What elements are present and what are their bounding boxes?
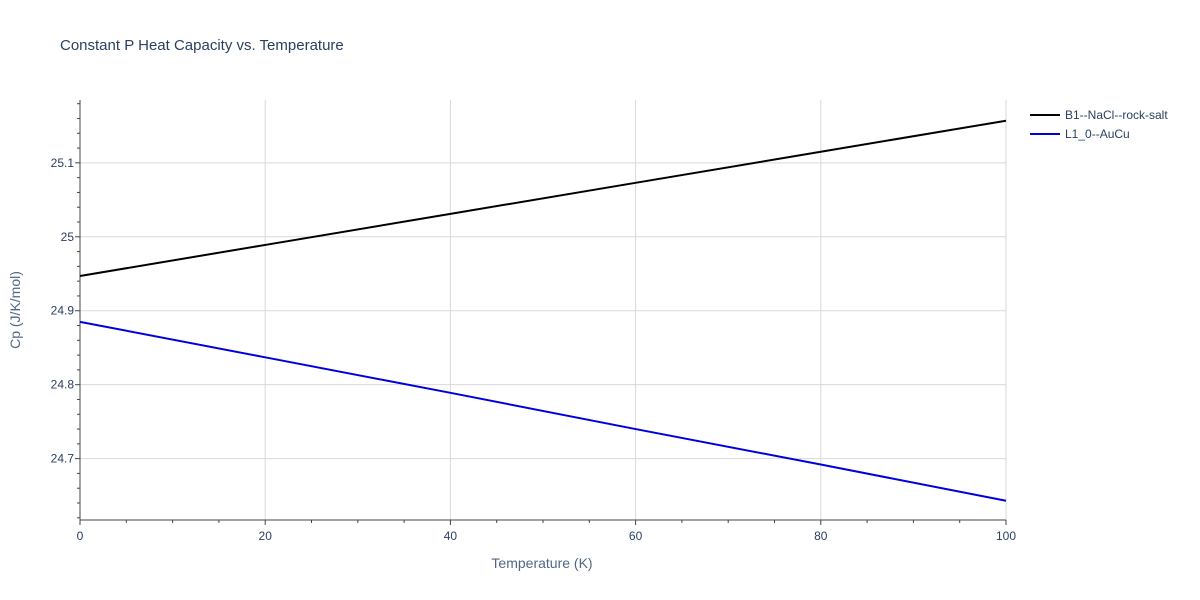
series-line: [79, 320, 1007, 502]
x-tick-label: 60: [629, 529, 643, 543]
y-axis-label: Cp (J/K/mol): [7, 271, 23, 349]
y-tick-label: 24.8: [51, 378, 75, 392]
legend-entry: B1--NaCl--rock-salt: [1065, 108, 1168, 122]
series-line: [79, 119, 1007, 277]
x-tick-label: 20: [259, 529, 273, 543]
grid-layer: [80, 100, 1007, 520]
y-tick-label: 25: [61, 230, 75, 244]
series-layer: [79, 119, 1007, 502]
x-tick-label: 100: [996, 529, 1016, 543]
x-tick-label: 0: [77, 529, 84, 543]
x-axis-label: Temperature (K): [491, 555, 592, 571]
legend-entry: L1_0--AuCu: [1065, 127, 1130, 141]
y-tick-label: 24.9: [51, 304, 75, 318]
x-tick-label: 40: [444, 529, 458, 543]
y-tick-label: 25.1: [51, 156, 75, 170]
legend: B1--NaCl--rock-salt L1_0--AuCu: [1030, 108, 1168, 141]
x-tick-label: 80: [814, 529, 828, 543]
y-tick-label: 24.7: [51, 452, 75, 466]
axes-layer: 0 20 40 60 80 100 24.7 24.8 24.9 25 25.1: [51, 100, 1016, 543]
chart-title: Constant P Heat Capacity vs. Temperature: [60, 37, 344, 54]
